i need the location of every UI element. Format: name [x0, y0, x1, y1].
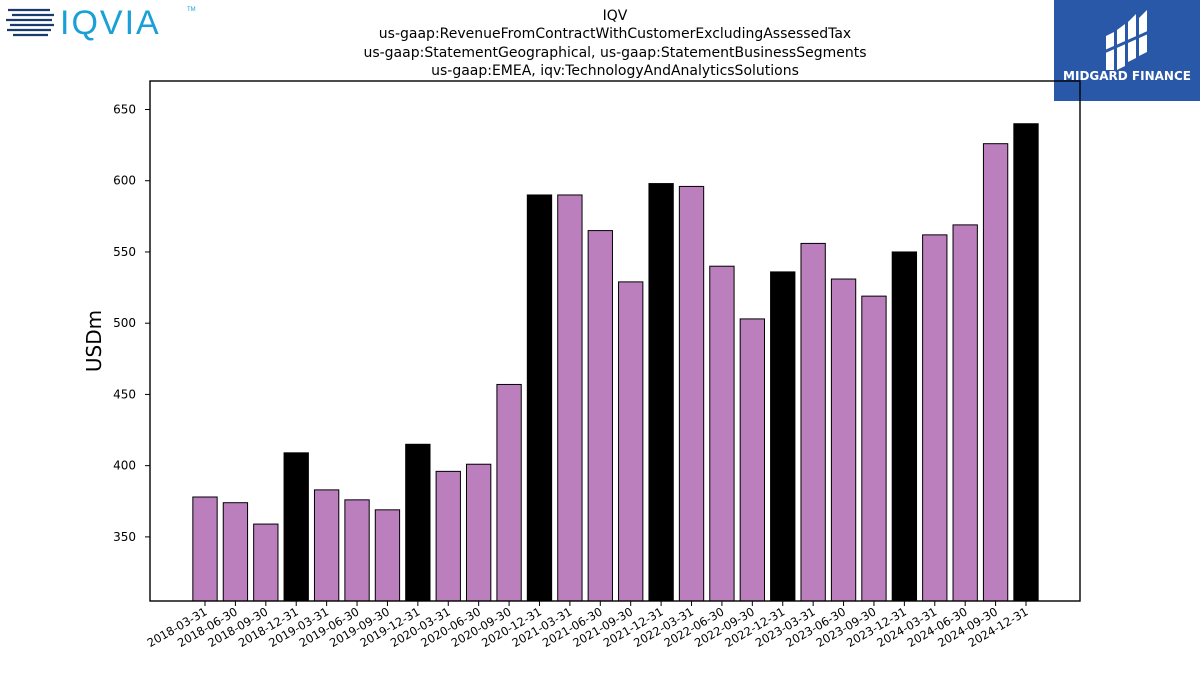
- midgard-logo-text: MIDGARD FINANCE: [1063, 69, 1191, 83]
- bar-2022-09-30: [739, 318, 765, 602]
- y-tick-label: 600: [113, 174, 136, 188]
- chart-subtitle-concept: us-gaap:RevenueFromContractWithCustomerE…: [378, 26, 852, 43]
- bar-2023-12-31: [891, 251, 918, 602]
- chart-title: IQV: [602, 8, 628, 24]
- bar-2022-06-30: [709, 265, 735, 602]
- iqvia-logo-mark: IQVIA TM: [6, 4, 196, 42]
- y-tick-label: 350: [113, 530, 136, 544]
- bar-2021-03-31: [557, 194, 583, 602]
- bar-2020-03-31: [435, 470, 461, 602]
- bar-2019-06-30: [344, 499, 370, 602]
- y-tick-label: 650: [113, 102, 136, 116]
- bar-2018-06-30: [222, 502, 249, 602]
- bar-2024-09-30: [982, 143, 1009, 602]
- bar-2018-03-31: [192, 496, 218, 602]
- iqvia-tm-mark: TM: [187, 7, 196, 13]
- bar-2019-03-31: [313, 489, 340, 602]
- bar-2019-09-30: [374, 509, 401, 602]
- iqvia-logo-text: IQVIA: [60, 4, 161, 42]
- bar-series: [192, 123, 1039, 602]
- bar-2024-06-30: [952, 224, 978, 602]
- midgard-finance-logo: MIDGARD FINANCE: [1054, 0, 1200, 101]
- bar-2023-03-31: [800, 242, 826, 602]
- x-axis: 2018-03-312018-06-302018-09-302018-12-31…: [145, 601, 1031, 650]
- bar-2021-06-30: [587, 230, 613, 602]
- bar-2023-09-30: [861, 295, 887, 602]
- bar-2018-12-31: [283, 452, 309, 602]
- midgard-logo-mark: [1103, 10, 1150, 70]
- bar-2018-09-30: [253, 523, 279, 602]
- bar-2024-03-31: [922, 234, 948, 602]
- bar-2022-03-31: [678, 185, 705, 602]
- iqvia-logo: IQVIA TM: [4, 2, 204, 42]
- chart-title-block: IQV us-gaap:RevenueFromContractWithCusto…: [300, 7, 930, 80]
- bar-2023-06-30: [830, 278, 857, 602]
- bar-2024-12-31: [1013, 123, 1039, 602]
- chart-subtitle-members: us-gaap:EMEA, iqv:TechnologyAndAnalytics…: [431, 62, 799, 79]
- y-axis-label: USDm: [82, 310, 106, 372]
- bar-2019-12-31: [405, 443, 431, 602]
- y-tick-label: 450: [113, 387, 136, 401]
- bar-2020-12-31: [526, 194, 553, 602]
- bar-2022-12-31: [770, 271, 796, 602]
- y-tick-label: 500: [113, 316, 136, 330]
- chart-subtitle-axes: us-gaap:StatementGeographical, us-gaap:S…: [363, 44, 867, 61]
- y-axis: 350 400 450 500 550 600 650: [113, 102, 150, 544]
- bar-2020-09-30: [496, 383, 522, 602]
- plot-area-frame: [149, 80, 1081, 602]
- bar-2021-12-31: [648, 183, 674, 602]
- bar-2021-09-30: [618, 281, 644, 602]
- y-tick-label: 400: [113, 459, 136, 473]
- bar-2020-06-30: [466, 463, 492, 602]
- y-tick-label: 550: [113, 245, 136, 259]
